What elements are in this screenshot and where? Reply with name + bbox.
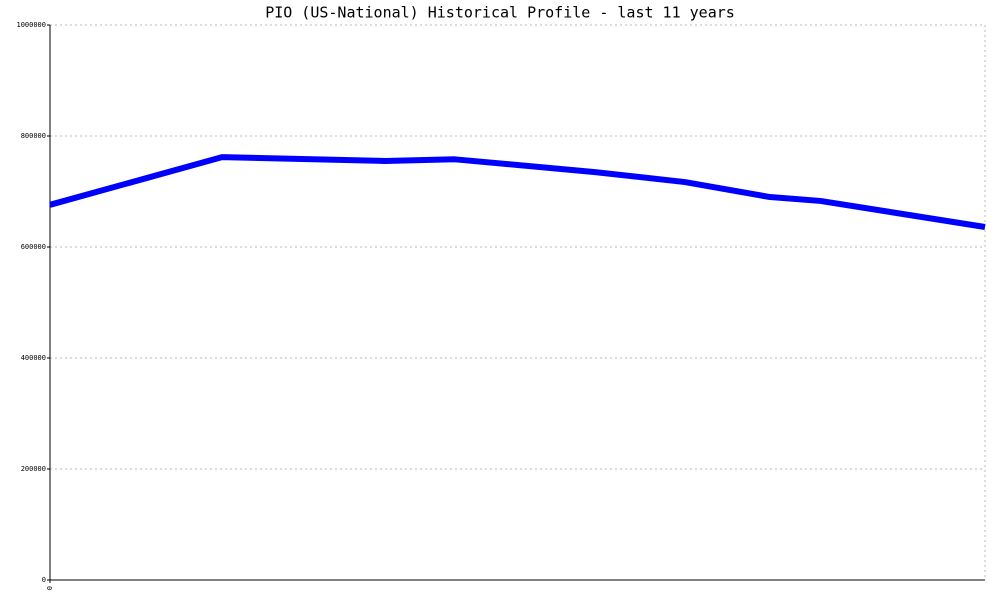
line-series bbox=[49, 154, 986, 230]
y-tick-label: 0 bbox=[42, 576, 46, 584]
y-tick-label: 1000000 bbox=[16, 21, 46, 29]
y-tick-label: 400000 bbox=[21, 354, 46, 362]
y-tick-label: 800000 bbox=[21, 132, 46, 140]
x-tick-label: 0 bbox=[46, 586, 54, 590]
y-tick-label: 600000 bbox=[21, 243, 46, 251]
chart-title: PIO (US-National) Historical Profile - l… bbox=[265, 4, 735, 22]
y-tick-label: 200000 bbox=[21, 465, 46, 473]
